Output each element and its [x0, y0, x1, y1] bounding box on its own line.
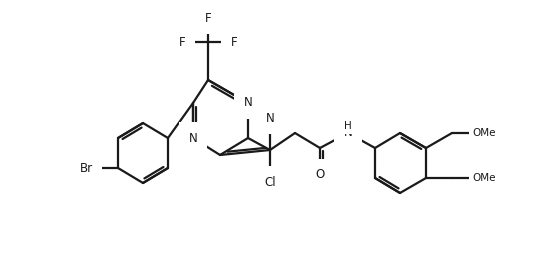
- Text: F: F: [179, 36, 185, 49]
- Text: O: O: [316, 168, 325, 181]
- Text: N: N: [244, 96, 252, 109]
- Text: Cl: Cl: [264, 176, 276, 188]
- Text: N: N: [265, 112, 274, 125]
- Text: OMe: OMe: [472, 128, 496, 138]
- Text: N: N: [344, 127, 352, 140]
- Text: H: H: [344, 121, 352, 131]
- Text: N: N: [189, 132, 197, 145]
- Text: OMe: OMe: [472, 173, 496, 183]
- Text: Br: Br: [80, 161, 93, 174]
- Text: F: F: [231, 36, 237, 49]
- Text: F: F: [205, 11, 211, 24]
